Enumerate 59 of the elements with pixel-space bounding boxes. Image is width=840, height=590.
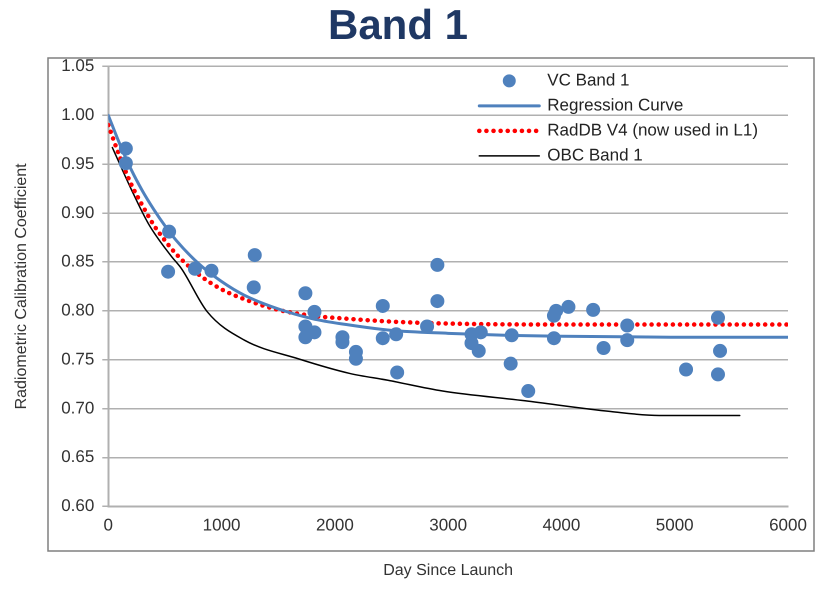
x-axis-title: Day Since Launch: [383, 562, 514, 579]
point: [713, 344, 728, 358]
point: [679, 362, 694, 377]
point: [504, 328, 519, 342]
point: [298, 286, 312, 300]
point: [546, 331, 561, 346]
point: [430, 258, 444, 272]
point: [504, 356, 518, 371]
x-tick-label: 6000: [769, 515, 807, 534]
y-tick-label: 0.85: [61, 252, 94, 271]
legend-label: OBC Band 1: [547, 146, 643, 165]
point: [246, 280, 261, 294]
x-tick-label: 5000: [656, 515, 694, 534]
point: [376, 298, 390, 313]
point: [118, 142, 133, 156]
x-tick-label: 0: [104, 515, 114, 534]
point: [162, 224, 176, 239]
point: [620, 318, 634, 333]
point: [549, 304, 564, 318]
point: [561, 300, 576, 314]
point: [390, 365, 404, 380]
point: [161, 264, 176, 279]
y-tick-label: 0.65: [61, 447, 94, 466]
point: [596, 341, 611, 355]
point: [710, 310, 725, 325]
chart-title: Band 1: [328, 0, 468, 48]
point: [586, 302, 600, 317]
point: [118, 156, 133, 170]
y-tick-label: 0.90: [61, 202, 94, 222]
point: [389, 327, 404, 342]
point: [430, 294, 444, 308]
x-tick-label: 1000: [202, 515, 240, 534]
point: [376, 331, 390, 346]
point: [472, 344, 486, 358]
point: [521, 384, 536, 398]
point: [298, 319, 312, 334]
point: [188, 262, 202, 276]
line-series: [112, 146, 740, 416]
point: [474, 325, 488, 340]
point: [420, 319, 434, 334]
point: [710, 367, 725, 382]
y-tick-label: 0.70: [61, 398, 94, 418]
legend-label: Regression Curve: [547, 96, 684, 115]
y-tick-label: 0.80: [61, 300, 94, 320]
y-axis-title: Radiometric Calibration Coefficient: [13, 162, 30, 410]
y-tick-label: 1.00: [61, 104, 94, 124]
point: [204, 264, 218, 278]
point: [248, 248, 262, 262]
legend-label: RadDB V4 (now used in L1): [547, 120, 758, 140]
y-tick-label: 0.75: [61, 349, 94, 368]
y-tick-label: 0.60: [61, 496, 94, 516]
point: [307, 304, 322, 319]
point: [620, 333, 634, 348]
x-tick-label: 3000: [429, 515, 468, 534]
x-tick-label: 4000: [542, 515, 580, 534]
y-tick-label: 0.95: [61, 154, 94, 173]
legend-label: VC Band 1: [547, 70, 630, 90]
y-tick-label: 1.05: [61, 56, 94, 76]
x-tick-label: 2000: [316, 515, 354, 534]
